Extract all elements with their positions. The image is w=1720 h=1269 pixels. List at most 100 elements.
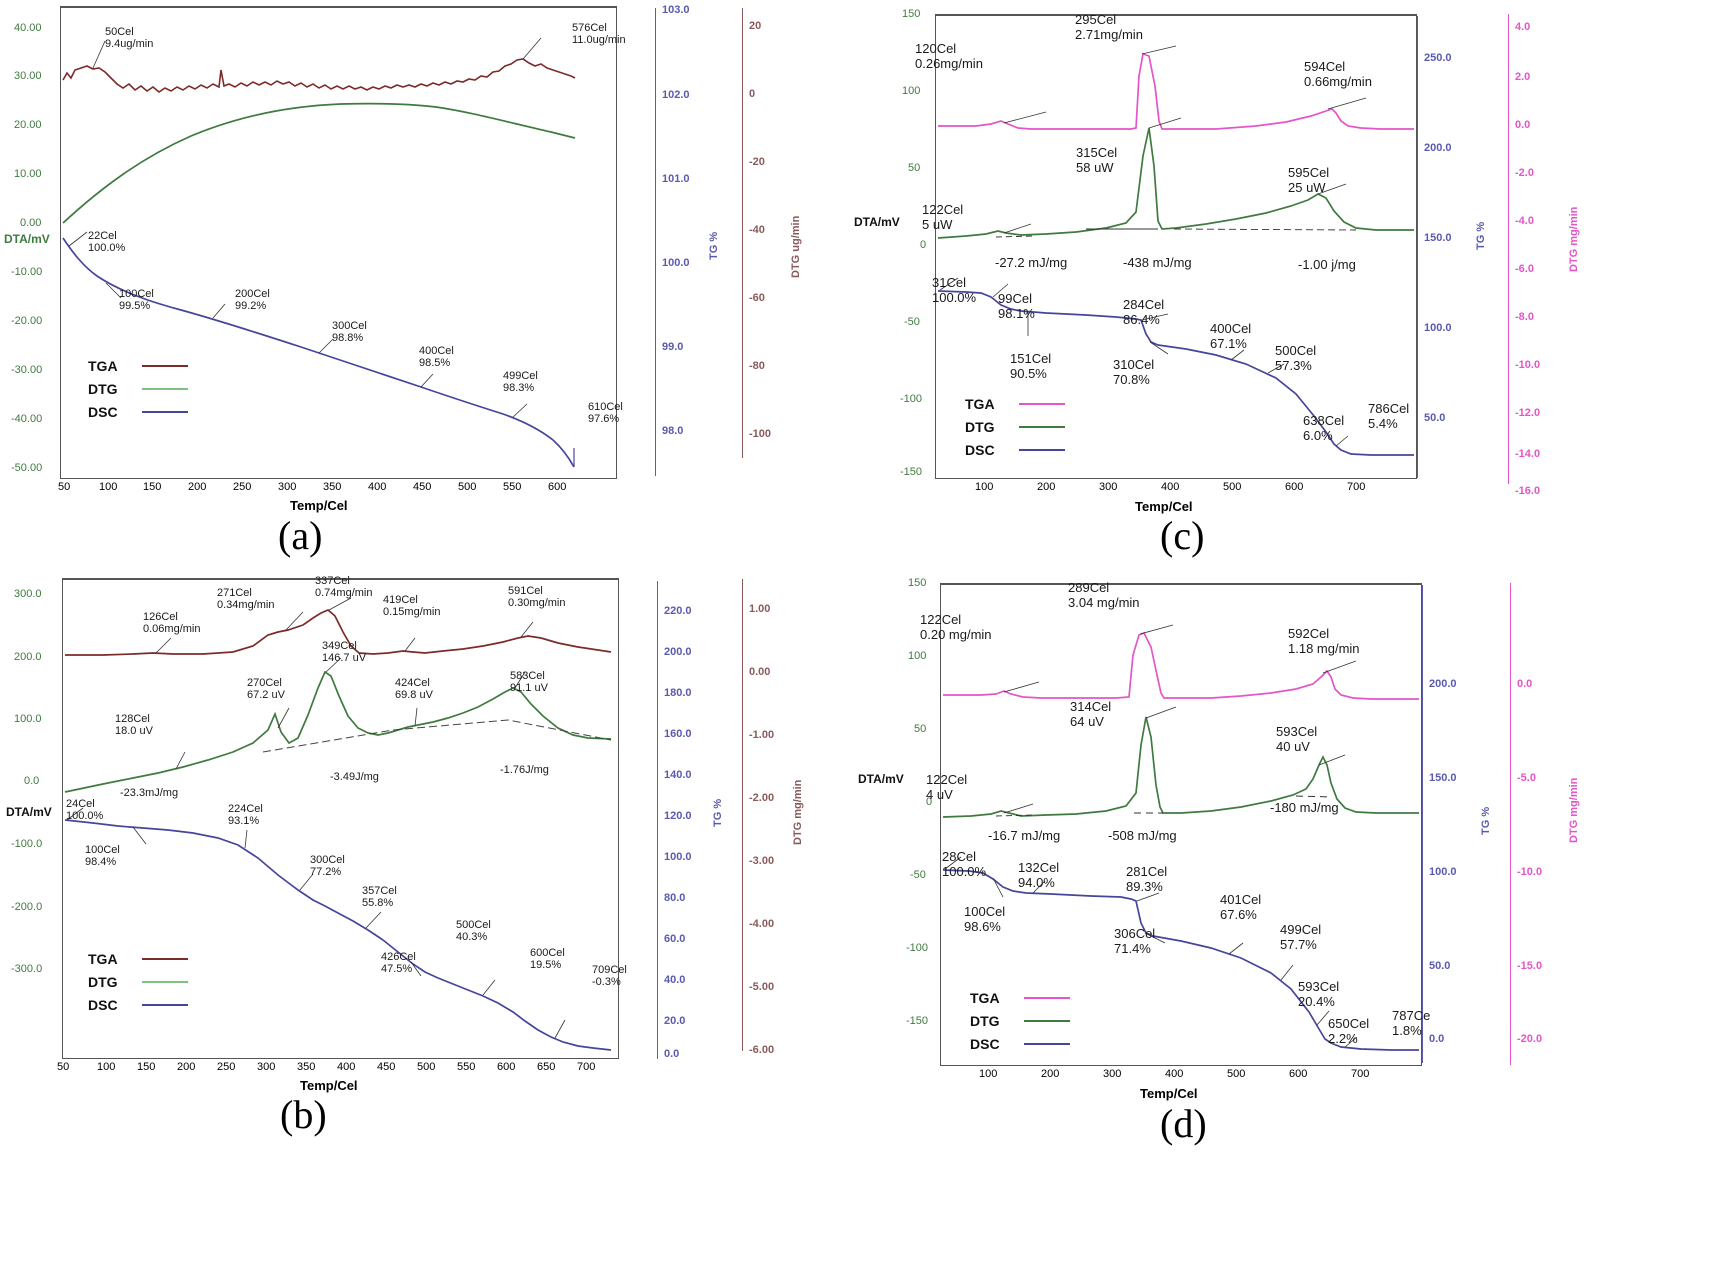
annotation-dsc-593: 593Cel 20.4%	[1298, 979, 1339, 1009]
annotation-dsc-100: 100Cel 98.4%	[85, 844, 120, 869]
tick-label: -10.00	[11, 266, 43, 278]
annotation-enthalpy-3: -1.00 j/mg	[1298, 257, 1356, 272]
annotation-dsc-787: 787Ce 1.8%	[1392, 1008, 1430, 1038]
tick-label: 100	[97, 1061, 116, 1073]
tick-label: 50	[57, 1061, 70, 1073]
panel-b-tg-axis-line	[657, 581, 658, 1059]
annotation-temp: 426Cel	[381, 951, 416, 963]
annotation-dsc-500: 500Cel 57.3%	[1275, 343, 1317, 373]
annotation-tga-419: 419Cel 0.15mg/min	[383, 594, 440, 619]
panel-d: 150 100 50 0 -50 -100 -150 DTA/mV 200.0 …	[820, 565, 1720, 1269]
annotation-value: 0.15mg/min	[383, 606, 441, 619]
annotation-temp: 224Cel	[228, 803, 263, 815]
annotation-temp: 638Cel	[1303, 413, 1345, 428]
annotation-tga-50: 50Cel 9.4ug/min	[105, 26, 153, 51]
leader-d13	[1280, 964, 1294, 981]
tick-label: -40.00	[11, 413, 43, 425]
annotation-value: 97.6%	[588, 413, 620, 426]
tick-label: 80.0	[664, 892, 686, 904]
legend-label: DTG	[970, 1013, 1000, 1029]
tick-label: 100	[902, 85, 921, 97]
tick-label: 0.00	[20, 217, 42, 229]
panel-a-dta-axis-title: DTA/mV	[4, 232, 50, 246]
annotation-temp: 22Cel	[88, 230, 117, 242]
annotation-value: 0.74mg/min	[315, 587, 373, 600]
annotation-temp: 424Cel	[395, 677, 430, 689]
legend-label: DTG	[88, 974, 118, 990]
tick-label: 100	[99, 481, 118, 493]
annotation-value: 98.3%	[503, 382, 535, 395]
tick-label: 2.0	[1515, 71, 1531, 83]
annotation-temp: 132Cel	[1018, 860, 1060, 875]
tick-label: -3.00	[749, 855, 775, 867]
legend-label: TGA	[88, 951, 118, 967]
leader-b2	[284, 611, 304, 632]
annotation-temp: 401Cel	[1220, 892, 1262, 907]
legend-swatch-dtg	[142, 388, 188, 390]
annotation-value: 77.2%	[310, 866, 342, 879]
leader-d6	[1318, 754, 1346, 766]
annotation-value: 100.0%	[932, 289, 977, 305]
annotation-temp: 120Cel	[915, 41, 957, 56]
annotation-dtg-424: 424Cel 69.8 uV	[395, 677, 433, 702]
annotation-temp: 28Cel	[942, 849, 976, 864]
annotation-value: 98.4%	[85, 856, 117, 869]
legend-label: DTG	[965, 419, 995, 435]
annotation-dsc-400: 400Cel 67.1%	[1210, 321, 1251, 351]
tick-label: 20.0	[664, 1015, 686, 1027]
tick-label: -20.0	[1517, 1033, 1543, 1045]
annotation-temp: 357Cel	[362, 885, 397, 897]
annotation-value: 40 uV	[1276, 738, 1310, 754]
tick-label: 200	[188, 481, 207, 493]
annotation-dsc-284: 284Cel 86.4%	[1123, 297, 1164, 327]
annotation-value: 2.2%	[1328, 1030, 1358, 1046]
annotation-temp: 306Cel	[1114, 926, 1156, 941]
panel-b-tg-axis-title: TG %	[712, 798, 724, 827]
annotation-temp: 281Cel	[1126, 864, 1168, 879]
leader-d8	[992, 877, 1004, 898]
tick-label: 120.0	[664, 810, 692, 822]
curve-tga	[938, 52, 1414, 130]
annotation-temp: 122Cel	[926, 772, 968, 787]
annotation-temp: 289Cel	[1068, 580, 1110, 595]
annotation-dsc-610: 610Cel 97.6%	[588, 401, 623, 426]
tick-label: 0.0	[24, 775, 40, 787]
tick-label: -300.0	[11, 963, 43, 975]
annotation-dtg-349: 349Cel 146.7 uV	[322, 640, 366, 665]
annotation-value: 5 uW	[922, 216, 953, 232]
annotation-dsc-300: 300Cel 77.2%	[310, 854, 345, 879]
tick-label: 100	[975, 481, 994, 493]
panel-c-legend: TGA DTG DSC	[965, 396, 1065, 465]
tick-label: 400	[368, 481, 387, 493]
annotation-tga-591: 591Cel 0.30mg/min	[508, 585, 565, 610]
annotation-value: 0.66mg/min	[1304, 73, 1372, 89]
tick-label: -100.0	[11, 838, 43, 850]
annotation-tga-271: 271Cel 0.34mg/min	[217, 587, 274, 612]
leader-c13	[1267, 363, 1285, 374]
annotation-enthalpy-1: -23.3mJ/mg	[120, 787, 179, 799]
annotation-value: 25 uW	[1288, 179, 1326, 195]
legend-item-dtg: DTG	[970, 1013, 1070, 1029]
annotation-dtg-122: 122Cel 5 uW	[922, 202, 963, 232]
leader-c1	[1003, 111, 1047, 124]
panel-d-plot-frame	[940, 583, 1422, 1066]
tick-label: 500	[458, 481, 477, 493]
tick-label: -16.0	[1515, 485, 1541, 497]
annotation-temp: 500Cel	[1275, 343, 1317, 358]
panel-c-plot-frame	[935, 14, 1417, 479]
tick-label: -5.00	[749, 981, 775, 993]
annotation-temp: 151Cel	[1010, 351, 1052, 366]
annotation-enthalpy-3: -1.76J/mg	[500, 764, 549, 776]
leader-b1	[155, 637, 172, 654]
annotation-temp: 709Cel	[592, 964, 627, 976]
tick-label: -12.0	[1515, 407, 1541, 419]
tick-label: -4.0	[1515, 215, 1534, 227]
annotation-temp: 200Cel	[235, 288, 270, 300]
leader-b9	[414, 707, 418, 727]
annotation-temp: 400Cel	[419, 345, 454, 357]
tick-label: 150	[137, 1061, 156, 1073]
tick-label: 350	[297, 1061, 316, 1073]
annotation-dsc-31: 31Cel 100.0%	[932, 275, 977, 305]
annotation-dsc-300: 300Cel 98.8%	[332, 320, 367, 345]
tick-label: 150	[908, 577, 927, 589]
